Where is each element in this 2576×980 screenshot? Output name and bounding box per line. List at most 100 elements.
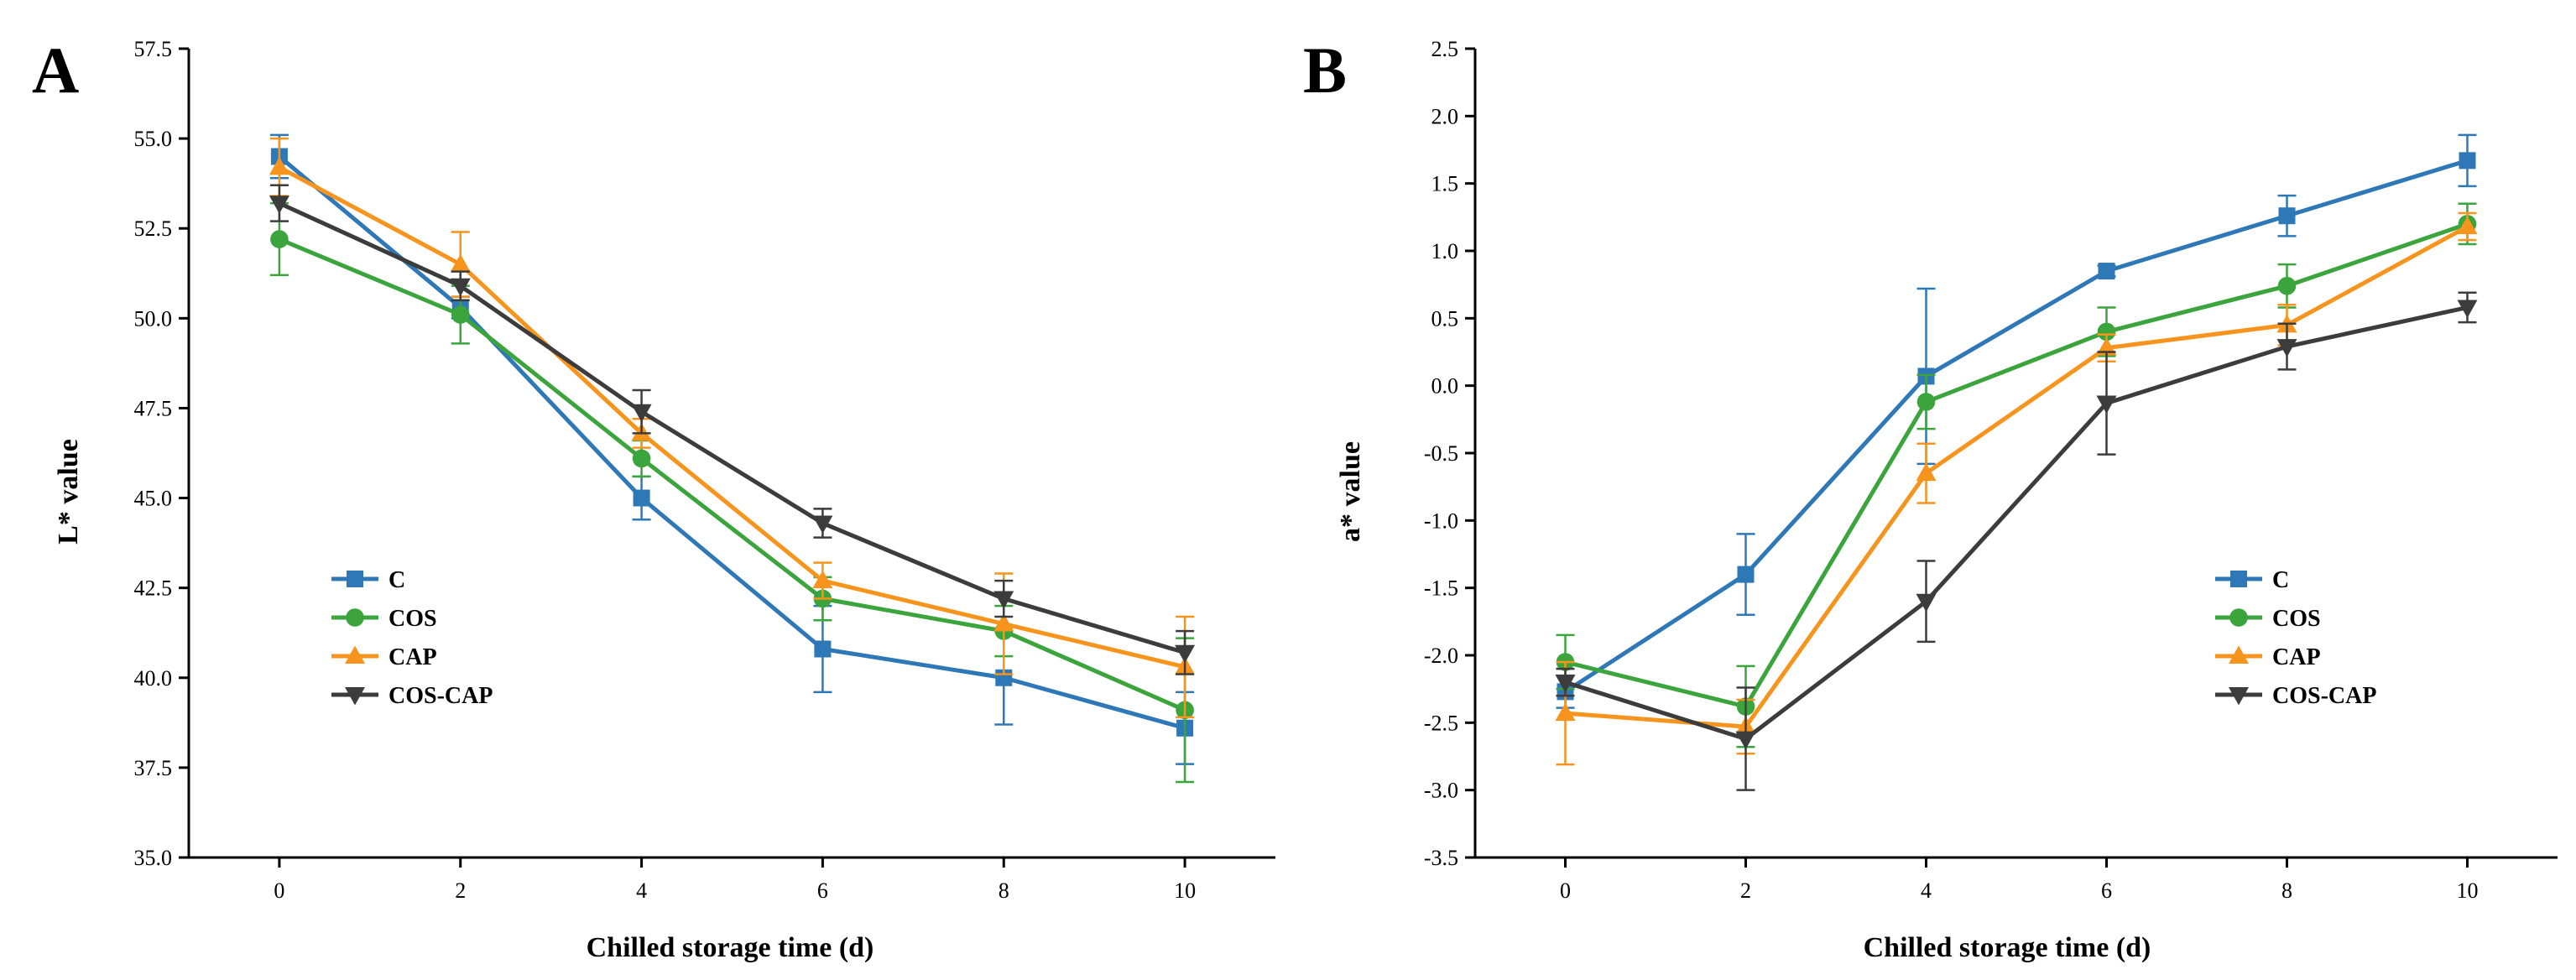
series-line — [1564, 158, 2469, 694]
data-point — [1737, 566, 1755, 583]
data-point — [2096, 395, 2117, 414]
x-tick-label: 10 — [1174, 878, 1196, 903]
y-tick-label: 2.5 — [1431, 37, 1459, 61]
series-line — [278, 165, 1186, 670]
legend-label: COS-CAP — [2272, 683, 2376, 709]
data-point — [632, 449, 651, 468]
y-tick-label: 45.0 — [134, 487, 173, 511]
data-point — [2097, 322, 2116, 341]
legend-marker — [346, 608, 364, 627]
legend-item-cap: CAP — [2215, 644, 2321, 670]
series-line — [1564, 305, 2469, 742]
series-cos-cap — [1555, 291, 2478, 791]
y-tick-label: -3.0 — [1424, 779, 1458, 803]
y-tick-label: 47.5 — [134, 396, 173, 420]
x-tick-label: 0 — [274, 878, 284, 903]
data-point — [1916, 393, 1936, 411]
panel-a-legend: C COS CAP COS-CAP — [331, 567, 493, 709]
panel-b-letter: B — [1303, 34, 1347, 107]
data-point — [631, 404, 652, 423]
data-point — [270, 230, 289, 248]
legend-label: CAP — [2272, 644, 2321, 670]
series-line — [1565, 224, 2469, 729]
x-tick-label: 0 — [1560, 878, 1571, 903]
y-tick-label: 57.5 — [134, 37, 173, 61]
data-point — [993, 591, 1014, 610]
x-tick-label: 6 — [2101, 878, 2112, 903]
data-point — [451, 305, 470, 324]
legend-label: COS — [388, 606, 437, 632]
x-tick-label: 6 — [817, 878, 828, 903]
x-tick-label: 8 — [999, 878, 1009, 903]
legend-item-cos-cap: COS-CAP — [331, 683, 493, 709]
series-cap — [1555, 211, 2478, 766]
data-point — [812, 570, 833, 589]
y-tick-label: 50.0 — [134, 306, 173, 331]
x-tick-label: 2 — [455, 878, 466, 903]
y-tick-label: 52.5 — [134, 216, 173, 241]
legend-item-c: C — [331, 567, 405, 593]
data-point — [2457, 216, 2478, 235]
y-tick-label: 55.0 — [134, 127, 173, 151]
panel-b-x-axis-title: Chilled storage time (d) — [1864, 932, 2151, 963]
data-point — [2277, 276, 2297, 295]
series-cos-cap — [269, 184, 1196, 675]
y-tick-label: -2.0 — [1424, 644, 1458, 668]
legend-item-c: C — [2215, 567, 2289, 593]
x-tick-label: 2 — [1740, 878, 1751, 903]
panel-a-x-axis-title: Chilled storage time (d) — [587, 932, 874, 963]
data-point — [1175, 644, 1196, 664]
data-point — [1555, 675, 1576, 693]
panel-b-legend: C COS CAP COS-CAP — [2215, 567, 2376, 709]
series-cos — [1556, 202, 2477, 748]
data-point — [1916, 462, 1937, 482]
data-point — [814, 640, 832, 658]
data-point — [633, 489, 650, 507]
y-tick-label: -2.5 — [1424, 711, 1458, 735]
data-point — [450, 278, 471, 297]
series-line — [278, 237, 1186, 712]
legend-marker — [345, 687, 365, 706]
data-point — [1555, 702, 1576, 722]
panel-a-y-axis-title: L* value — [53, 439, 84, 545]
legend-item-cap: CAP — [331, 644, 437, 670]
data-point — [2457, 300, 2478, 318]
x-tick-label: 10 — [2457, 878, 2479, 903]
panel-b: B -3.5 -3.0 -2.5 -2.0 -1.5 -1.0 -0.5 0.0 0.5 1.0 1… — [1303, 34, 2558, 963]
series-c — [1556, 133, 2477, 709]
legend-label: CAP — [388, 644, 437, 670]
legend-label: COS — [2272, 606, 2321, 632]
y-tick-label: 35.0 — [134, 846, 173, 870]
data-point — [2459, 152, 2476, 169]
data-point — [1735, 731, 1756, 750]
legend-marker — [2229, 645, 2249, 664]
legend-item-cos: COS — [2215, 606, 2321, 632]
legend-item-cos-cap: COS-CAP — [2215, 683, 2376, 709]
y-tick-label: -1.5 — [1424, 576, 1458, 601]
data-point — [269, 156, 289, 175]
y-tick-label: 42.5 — [134, 576, 173, 601]
series-line — [278, 154, 1186, 731]
legend-label: C — [2272, 567, 2289, 593]
data-point — [450, 253, 471, 273]
legend-marker — [2229, 687, 2249, 706]
legend-label: COS-CAP — [388, 683, 493, 709]
y-tick-label: 37.5 — [134, 756, 173, 780]
series-line — [1564, 222, 2469, 709]
x-tick-label: 8 — [2281, 878, 2292, 903]
legend-marker — [2229, 608, 2248, 627]
y-tick-label: 1.0 — [1431, 239, 1459, 263]
y-tick-label: -3.5 — [1424, 846, 1458, 870]
legend-marker — [2230, 571, 2247, 587]
y-tick-label: 1.5 — [1431, 172, 1459, 196]
y-tick-label: 2.0 — [1431, 104, 1459, 128]
panel-a: A 35.0 37.5 40.0 42.5 45.0 47.5 50.0 52.5 55.0 57… — [32, 34, 1275, 963]
x-tick-label: 4 — [1921, 878, 1932, 903]
y-tick-label: 0.0 — [1431, 374, 1459, 399]
data-point — [2278, 207, 2296, 225]
legend-marker — [347, 571, 363, 587]
data-point — [812, 515, 833, 534]
legend-item-cos: COS — [331, 606, 437, 632]
legend-label: C — [388, 567, 405, 593]
